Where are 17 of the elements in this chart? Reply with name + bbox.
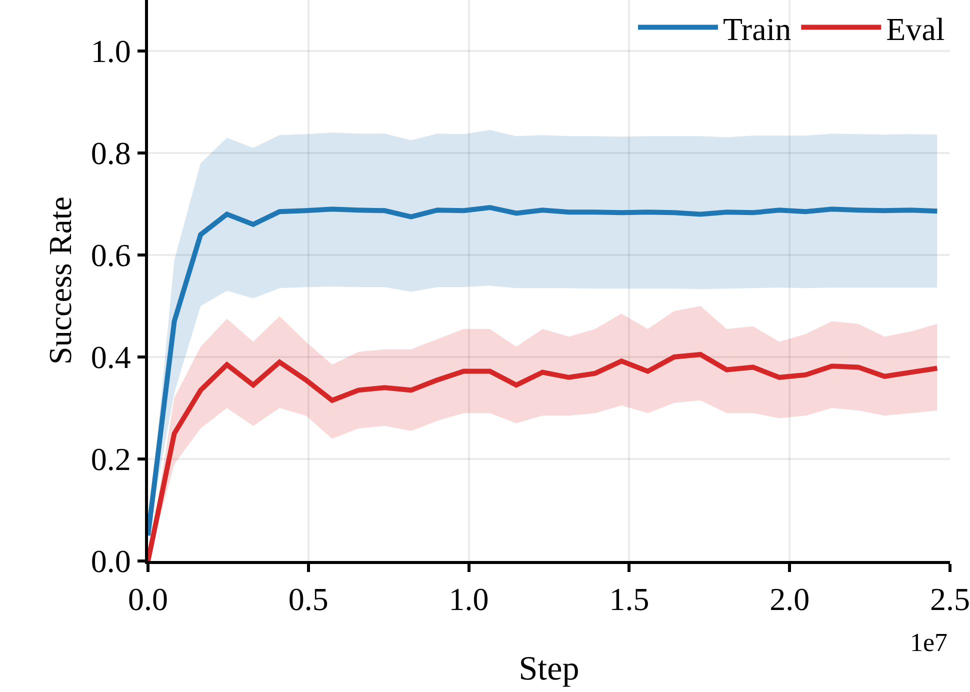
legend-label: Eval [886, 10, 945, 47]
y-axis-title: Success Rate [42, 196, 78, 364]
y-tick-label: 1.0 [90, 33, 131, 70]
x-tick-label: 2.5 [930, 581, 970, 618]
x-tick-label: 0.0 [128, 581, 168, 618]
y-tick-label: 0.0 [90, 543, 131, 580]
y-tick-label: 0.8 [90, 135, 131, 172]
x-tick-label: 0.5 [288, 581, 328, 618]
y-tick-label: 0.6 [90, 237, 131, 274]
x-tick-label: 2.0 [770, 581, 810, 618]
y-tick-label: 0.2 [90, 441, 131, 478]
x-tick-label: 1.5 [609, 581, 650, 618]
text: 1e7 [910, 628, 948, 657]
x-axis-title: Step [518, 650, 580, 688]
legend-label: Train [723, 10, 792, 47]
y-tick-label: 0.4 [90, 339, 131, 376]
x-tick-label: 1.0 [448, 581, 489, 618]
